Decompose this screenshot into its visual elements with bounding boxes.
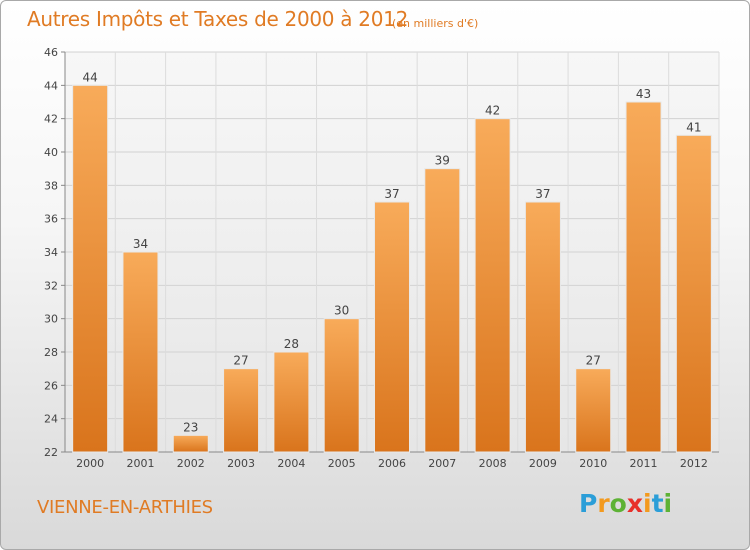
tick-labels: 22 24 26 28 30 32 34 36 38 40 42 44 46 2000 2001 2002 20… [44, 46, 708, 470]
x-tick-label-2002: 2002 [177, 457, 205, 470]
x-tick-label-2000: 2000 [76, 457, 104, 470]
value-label-2009: 37 [535, 187, 550, 201]
y-tick-label: 38 [44, 179, 58, 192]
x-tick-label-2007: 2007 [428, 457, 456, 470]
logo-letter: o [609, 489, 627, 518]
bar-2012 [675, 134, 712, 453]
value-label-2003: 27 [233, 354, 248, 368]
x-tick-label-2004: 2004 [277, 457, 305, 470]
value-label-2002: 23 [183, 420, 198, 434]
bar-2006 [374, 201, 410, 453]
logo-letter: x [626, 489, 643, 518]
bar-2011 [625, 101, 662, 453]
logo-letter: i [663, 489, 673, 518]
y-tick-label: 28 [44, 346, 58, 359]
value-label-2010: 27 [586, 354, 601, 368]
y-tick-label: 26 [44, 379, 58, 392]
value-label-2007: 39 [435, 154, 450, 168]
y-tick-label: 44 [44, 79, 58, 92]
value-label-2012: 41 [686, 120, 701, 134]
value-labels: 44 34 23 27 28 30 37 39 42 37 27 43 41 [83, 70, 702, 434]
x-tick-label-2003: 2003 [227, 457, 255, 470]
bar-2001 [122, 251, 159, 453]
y-tick-label: 22 [44, 446, 58, 459]
value-label-2005: 30 [334, 304, 349, 318]
logo-letter: i [643, 489, 652, 518]
bar-2005 [323, 318, 360, 453]
bar-2004 [273, 351, 310, 453]
value-label-2001: 34 [133, 237, 148, 251]
logo-letter: r [597, 489, 610, 518]
x-tick-label-2001: 2001 [126, 457, 154, 470]
y-tick-label: 34 [44, 246, 58, 259]
value-label-2004: 28 [284, 337, 299, 351]
y-tick-label: 46 [44, 46, 58, 59]
value-label-2006: 37 [384, 187, 399, 201]
y-tick-label: 42 [44, 113, 58, 126]
bar-2010 [575, 368, 612, 453]
y-tick-label: 32 [44, 279, 58, 292]
y-tick-label: 24 [44, 413, 58, 426]
bar-2008 [474, 118, 511, 453]
value-label-2008: 42 [485, 104, 500, 118]
logo-letter: P [579, 489, 598, 518]
y-tick-label: 36 [44, 213, 58, 226]
y-tick-label: 30 [44, 313, 58, 326]
x-tick-label-2012: 2012 [680, 457, 708, 470]
bar-2003 [223, 368, 260, 453]
value-label-2011: 43 [636, 87, 651, 101]
commune-name: VIENNE-EN-ARTHIES [37, 497, 213, 518]
logo-letter: t [651, 489, 664, 518]
chart-title: Autres Impôts et Taxes de 2000 à 2012 [27, 7, 408, 31]
proxiti-logo: Proxiti [579, 489, 672, 518]
bar-2000 [72, 84, 109, 453]
bars [72, 84, 712, 453]
x-tick-label-2009: 2009 [529, 457, 557, 470]
x-tick-label-2008: 2008 [479, 457, 507, 470]
bar-2007 [424, 168, 461, 453]
chart-subtitle: (en milliers d'€) [392, 17, 479, 30]
x-tick-label-2005: 2005 [328, 457, 356, 470]
x-tick-label-2010: 2010 [579, 457, 607, 470]
x-tick-label-2006: 2006 [378, 457, 406, 470]
bar-2002 [172, 434, 209, 453]
bar-2009 [524, 201, 561, 453]
y-tick-label: 40 [44, 146, 58, 159]
value-label-2000: 44 [83, 70, 98, 84]
x-tick-label-2011: 2011 [630, 457, 658, 470]
